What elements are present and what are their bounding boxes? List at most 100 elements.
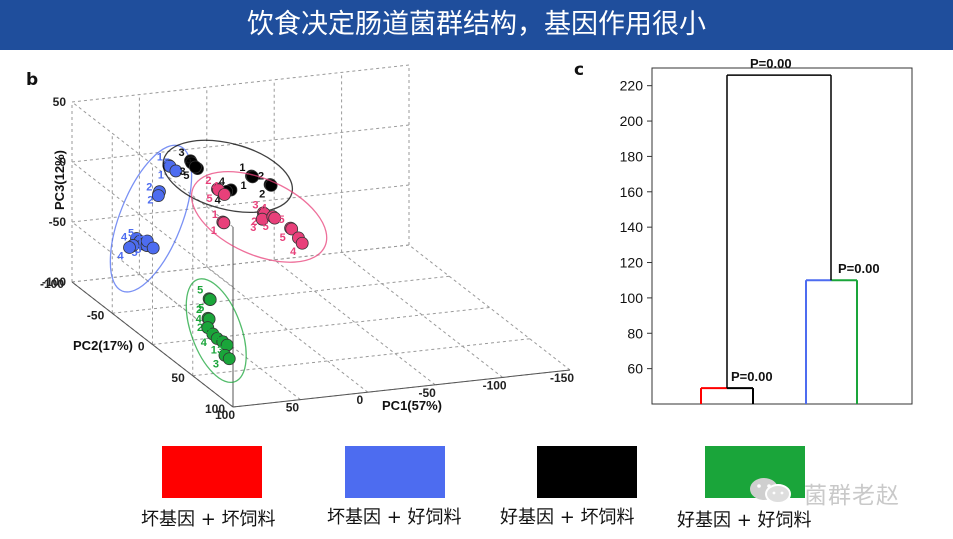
point-label: 1 xyxy=(211,345,217,357)
z-tick-label: -50 xyxy=(49,215,67,229)
cluster-ellipse xyxy=(162,139,294,213)
legend-label-green: 好基因 + 好饲料 xyxy=(677,510,812,531)
point-label: 5 xyxy=(206,193,212,205)
z-tick-label: 50 xyxy=(53,95,67,109)
point-label: 5 xyxy=(263,221,269,233)
y-tick-label: 100 xyxy=(620,290,644,306)
pca-3d-scatter-plot: 100500-50-100-150-100-50050100500-50-100… xyxy=(40,64,574,422)
legend-label-black: 好基因 + 坏饲料 xyxy=(500,507,635,528)
point-label: 2 xyxy=(197,322,203,334)
point-label: 2 xyxy=(251,216,257,228)
point-label: 3 xyxy=(205,325,211,337)
cluster-ellipse xyxy=(185,278,247,384)
point-label: 1 xyxy=(212,209,218,221)
point-label: 4 xyxy=(121,231,128,243)
grid-line-floor-y xyxy=(112,275,450,314)
x-tick-label: -150 xyxy=(550,371,574,385)
scatter-point xyxy=(169,164,183,178)
point-label: 1 xyxy=(215,331,221,343)
legend-label-blue: 坏基因 + 好饲料 xyxy=(327,507,462,528)
z-axis-label: PC3(12%) xyxy=(52,150,67,210)
x-tick-label: 50 xyxy=(286,401,300,415)
y-tick-label: 80 xyxy=(627,325,643,341)
x-tick-label: 100 xyxy=(215,408,235,422)
legend-swatch-red xyxy=(162,446,262,498)
grid-line-floor-y xyxy=(71,244,410,283)
point-label: 1 xyxy=(239,162,245,174)
merge-p-label: P=0.00 xyxy=(750,56,792,71)
point-label: 4 xyxy=(290,246,297,258)
point-label: 3 xyxy=(217,345,223,357)
point-label: 5 xyxy=(185,155,191,167)
grid-line-side-z xyxy=(71,101,234,228)
point-label: 3 xyxy=(252,200,258,212)
page-title: 饮食决定肠道菌群结构，基因作用很小 xyxy=(247,9,706,40)
point-label: 3 xyxy=(178,147,184,159)
y-tick-label: 120 xyxy=(620,255,644,271)
grid-line-back-z xyxy=(71,64,410,103)
y-tick-label: 200 xyxy=(620,113,644,129)
point-label: 2 xyxy=(196,304,202,316)
y-tick-label: 60 xyxy=(627,361,643,377)
point-label: 3 xyxy=(135,232,141,244)
y-tick-label: 50 xyxy=(171,371,185,385)
point-label: 5 xyxy=(198,303,204,315)
grid-line-floor-x xyxy=(341,252,503,378)
point-label: 1 xyxy=(158,169,164,181)
page-title-banner: 饮食决定肠道菌群结构，基因作用很小 xyxy=(0,0,953,50)
point-label: 4 xyxy=(261,203,268,215)
point-label: 5 xyxy=(280,232,286,244)
y-tick-label: 220 xyxy=(620,78,644,94)
grid-line-back-z xyxy=(71,184,410,223)
y-tick-label: 180 xyxy=(620,148,644,164)
point-label: 3 xyxy=(250,222,256,234)
grid-line-floor-x xyxy=(408,244,571,371)
point-label: 5 xyxy=(197,285,203,297)
point-label: 3 xyxy=(180,166,186,178)
merge-p-label: P=0.00 xyxy=(838,261,880,276)
cluster-ellipse xyxy=(190,170,328,263)
merge-p-label: P=0.00 xyxy=(731,369,773,384)
point-label: 5 xyxy=(183,170,189,182)
watermark: 菌群老赵 xyxy=(742,474,942,509)
point-label: 2 xyxy=(259,188,265,200)
point-label: 5 xyxy=(279,214,285,226)
panel-b-label: b xyxy=(26,70,39,90)
watermark-text: 菌群老赵 xyxy=(804,483,900,509)
x-tick-label: -50 xyxy=(419,386,437,400)
x-axis-label: PC1(57%) xyxy=(382,398,442,413)
z-tick-label: 0 xyxy=(59,155,66,169)
point-label: 5 xyxy=(131,247,137,259)
point-label: 2 xyxy=(258,171,264,183)
legend-swatch-blue xyxy=(345,446,445,498)
point-label: 2 xyxy=(147,195,153,207)
point-label: 4 xyxy=(196,314,203,326)
axis-line xyxy=(71,281,234,408)
grid-line-side-z xyxy=(71,221,234,348)
x-tick-label: 0 xyxy=(356,393,363,407)
scatter-point xyxy=(188,160,202,174)
cluster-ellipse xyxy=(109,144,193,293)
point-label: 4 xyxy=(215,194,222,206)
point-label: 1 xyxy=(240,180,246,192)
point-label: 3 xyxy=(213,358,219,370)
grid-line-side-z xyxy=(71,161,234,288)
y-tick-label: 0 xyxy=(138,340,145,354)
panel-c-label: c xyxy=(574,60,585,80)
axis-line xyxy=(232,369,571,408)
scatter-point xyxy=(146,241,160,255)
scatter-point xyxy=(217,216,231,230)
point-label: 2 xyxy=(205,175,211,187)
dendrogram-plot: 220 200 180 160 140 120 100 80 60 P=0.00 P=0.00 P=0… xyxy=(620,56,913,405)
grid-line-back-z xyxy=(71,124,410,163)
point-label: 5 xyxy=(164,157,170,169)
z-tick-label: -100 xyxy=(42,275,66,289)
legend-swatch-black xyxy=(537,446,637,498)
scatter-point xyxy=(222,352,236,366)
y-tick-label: 100 xyxy=(205,402,225,416)
y-tick-label: 140 xyxy=(620,219,644,235)
point-label: 2 xyxy=(146,182,152,194)
scatter-point xyxy=(285,222,299,236)
scatter-point xyxy=(151,189,165,203)
point-label: 4 xyxy=(117,251,124,263)
